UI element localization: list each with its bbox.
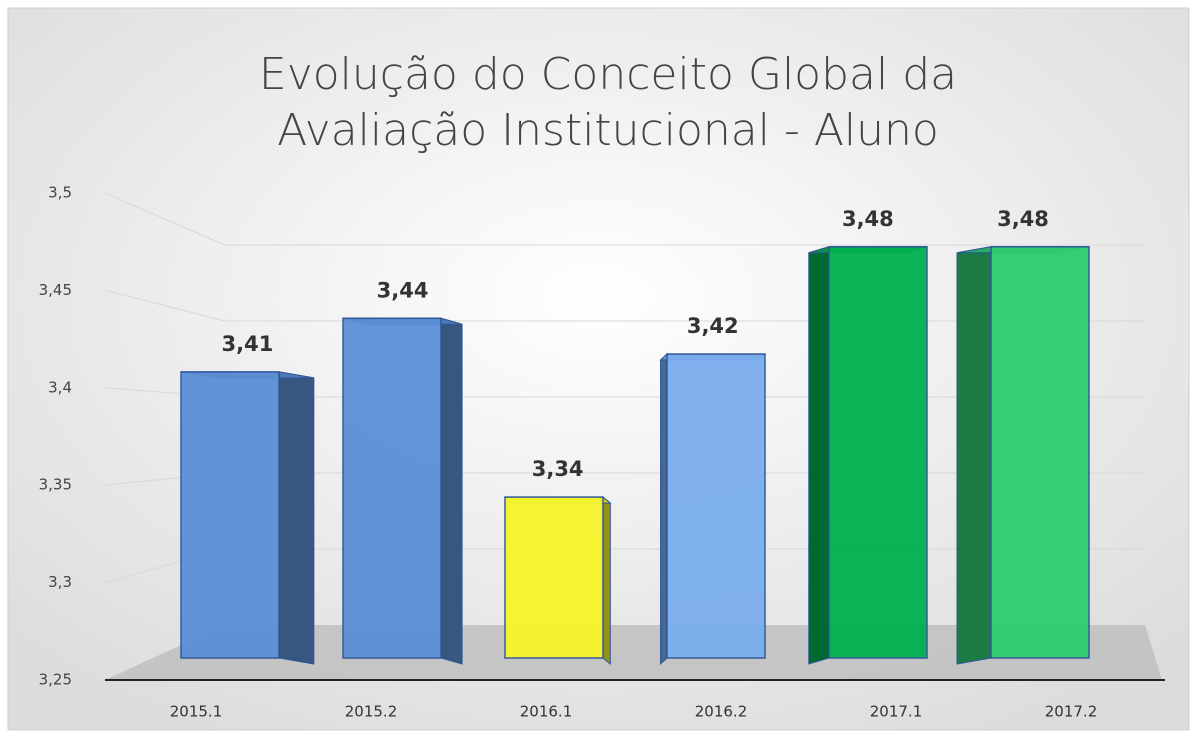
y-tick-label: 3,25 <box>39 671 72 689</box>
value-label: 3,41 <box>222 332 274 356</box>
bar-side <box>440 317 463 665</box>
x-tick-label: 2016.2 <box>695 703 748 721</box>
y-tick-label: 3,4 <box>48 378 72 396</box>
bar <box>342 317 442 659</box>
bar-side <box>956 246 992 665</box>
bar-side <box>808 246 830 665</box>
x-tick-label: 2015.1 <box>170 703 223 721</box>
grid-line <box>104 289 226 322</box>
bar <box>828 246 928 659</box>
grid-line <box>104 192 226 246</box>
value-label: 3,48 <box>842 207 894 231</box>
x-tick-label: 2015.2 <box>345 703 398 721</box>
value-label: 3,44 <box>377 278 429 302</box>
chart-title: Evolução do Conceito Global da <box>259 49 957 100</box>
y-tick-label: 3,5 <box>48 184 72 202</box>
x-tick-label: 2017.1 <box>870 703 923 721</box>
value-label: 3,42 <box>687 314 739 338</box>
y-tick-label: 3,3 <box>48 573 72 591</box>
bar <box>504 496 604 659</box>
bar-side <box>660 352 668 666</box>
bar <box>666 353 766 659</box>
bar <box>180 371 280 659</box>
y-tick-label: 3,35 <box>39 476 72 494</box>
bar-side <box>278 371 315 665</box>
y-tick-label: 3,45 <box>39 281 72 299</box>
chart-title: Avaliação Institucional - Aluno <box>277 105 939 156</box>
value-label: 3,48 <box>997 207 1049 231</box>
bar-side <box>602 496 611 666</box>
bar <box>990 246 1090 659</box>
x-tick-label: 2016.1 <box>520 703 573 721</box>
x-tick-label: 2017.2 <box>1045 703 1098 721</box>
value-label: 3,34 <box>532 457 584 481</box>
